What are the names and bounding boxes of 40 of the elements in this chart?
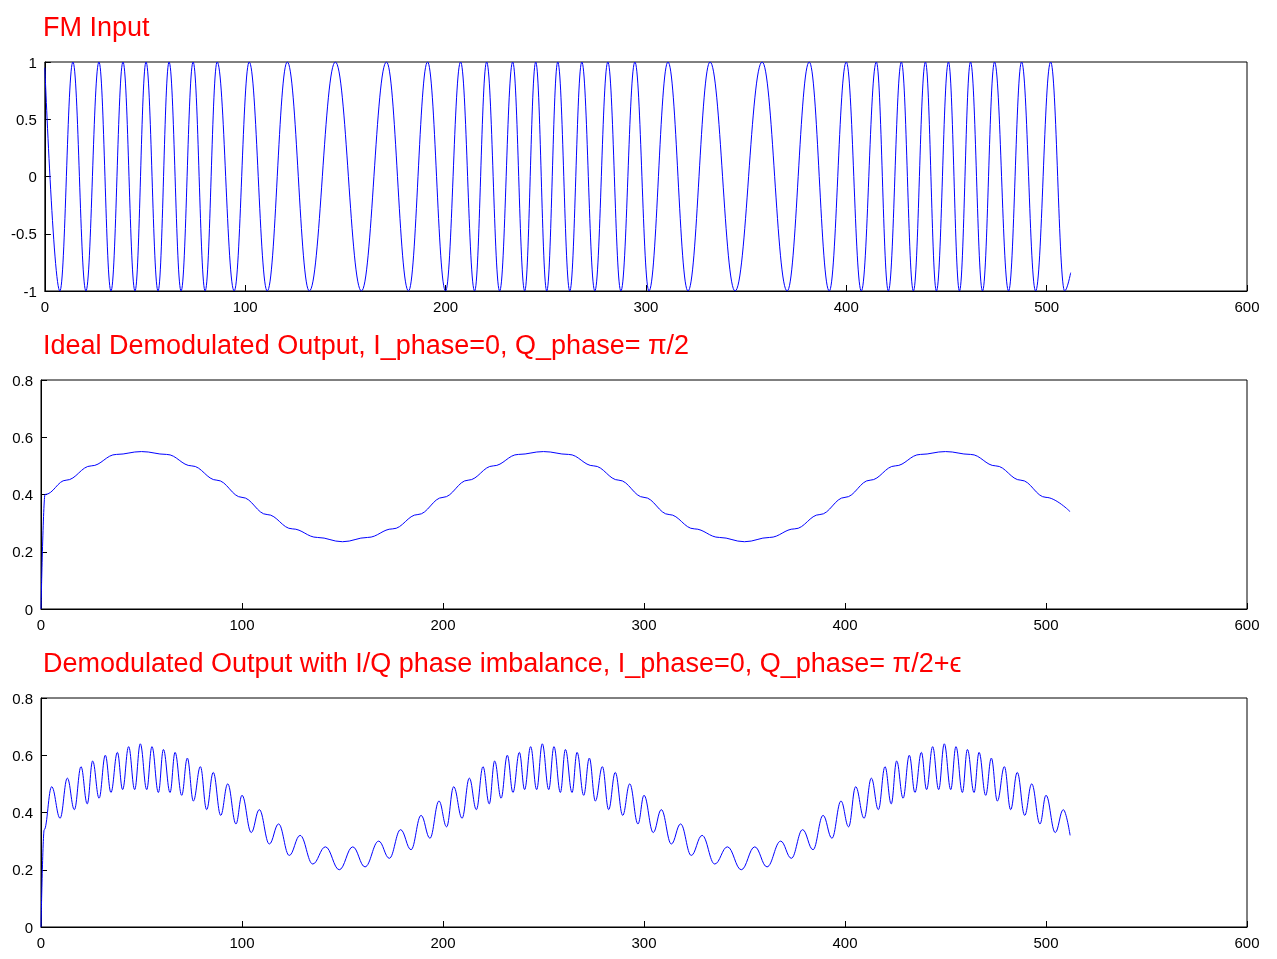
y-tick-label: 0	[24, 600, 33, 618]
x-tick-label: 200	[433, 298, 459, 315]
line-series	[40, 451, 1071, 610]
line-series	[44, 61, 1072, 292]
y-tick-label: 0.8	[12, 689, 33, 707]
x-tick-label: 100	[229, 616, 255, 633]
x-tick-label: 400	[832, 616, 858, 633]
y-tick-label: 0.2	[12, 861, 33, 879]
y-tick-label: 0	[28, 168, 37, 185]
line-series	[40, 743, 1071, 928]
x-tick-label: 500	[1033, 616, 1059, 633]
chart-title: FM Input	[43, 11, 151, 42]
y-tick-label: 0.6	[12, 428, 33, 446]
x-tick-label: 300	[631, 934, 657, 951]
x-tick-label: 500	[1034, 298, 1060, 315]
x-tick-label: 200	[430, 934, 456, 951]
y-tick-label: 0.4	[12, 804, 33, 821]
y-tick-label: 0.6	[12, 746, 33, 764]
y-tick-label: 1	[28, 53, 37, 71]
x-tick-label: 100	[229, 934, 255, 951]
y-tick-label: 0	[24, 918, 33, 936]
x-tick-label: 300	[633, 298, 659, 315]
x-tick-label: 200	[430, 616, 456, 633]
x-tick-label: 0	[40, 298, 50, 315]
x-tick-label: 100	[232, 298, 258, 315]
x-tick-label: 400	[833, 298, 859, 315]
y-tick-label: 0.2	[12, 543, 33, 561]
x-tick-label: 300	[631, 616, 657, 633]
x-tick-label: 500	[1033, 934, 1059, 951]
x-tick-label: 600	[1234, 616, 1260, 633]
y-tick-label: 0.8	[12, 371, 33, 389]
chart-title: Ideal Demodulated Output, I_phase=0, Q_phase= π/2	[43, 329, 690, 360]
y-tick-label: 0.4	[12, 486, 33, 503]
x-tick-label: 400	[832, 934, 858, 951]
x-tick-label: 600	[1234, 934, 1260, 951]
y-tick-label: 0.5	[15, 110, 37, 128]
y-tick-label: -1	[23, 282, 37, 300]
x-tick-label: 600	[1234, 298, 1260, 315]
chart-title: Demodulated Output with I/Q phase imbalance, I_phase=0, Q_phase= π/2+ϵ	[43, 647, 962, 678]
y-tick-label: -0.5	[10, 225, 37, 243]
